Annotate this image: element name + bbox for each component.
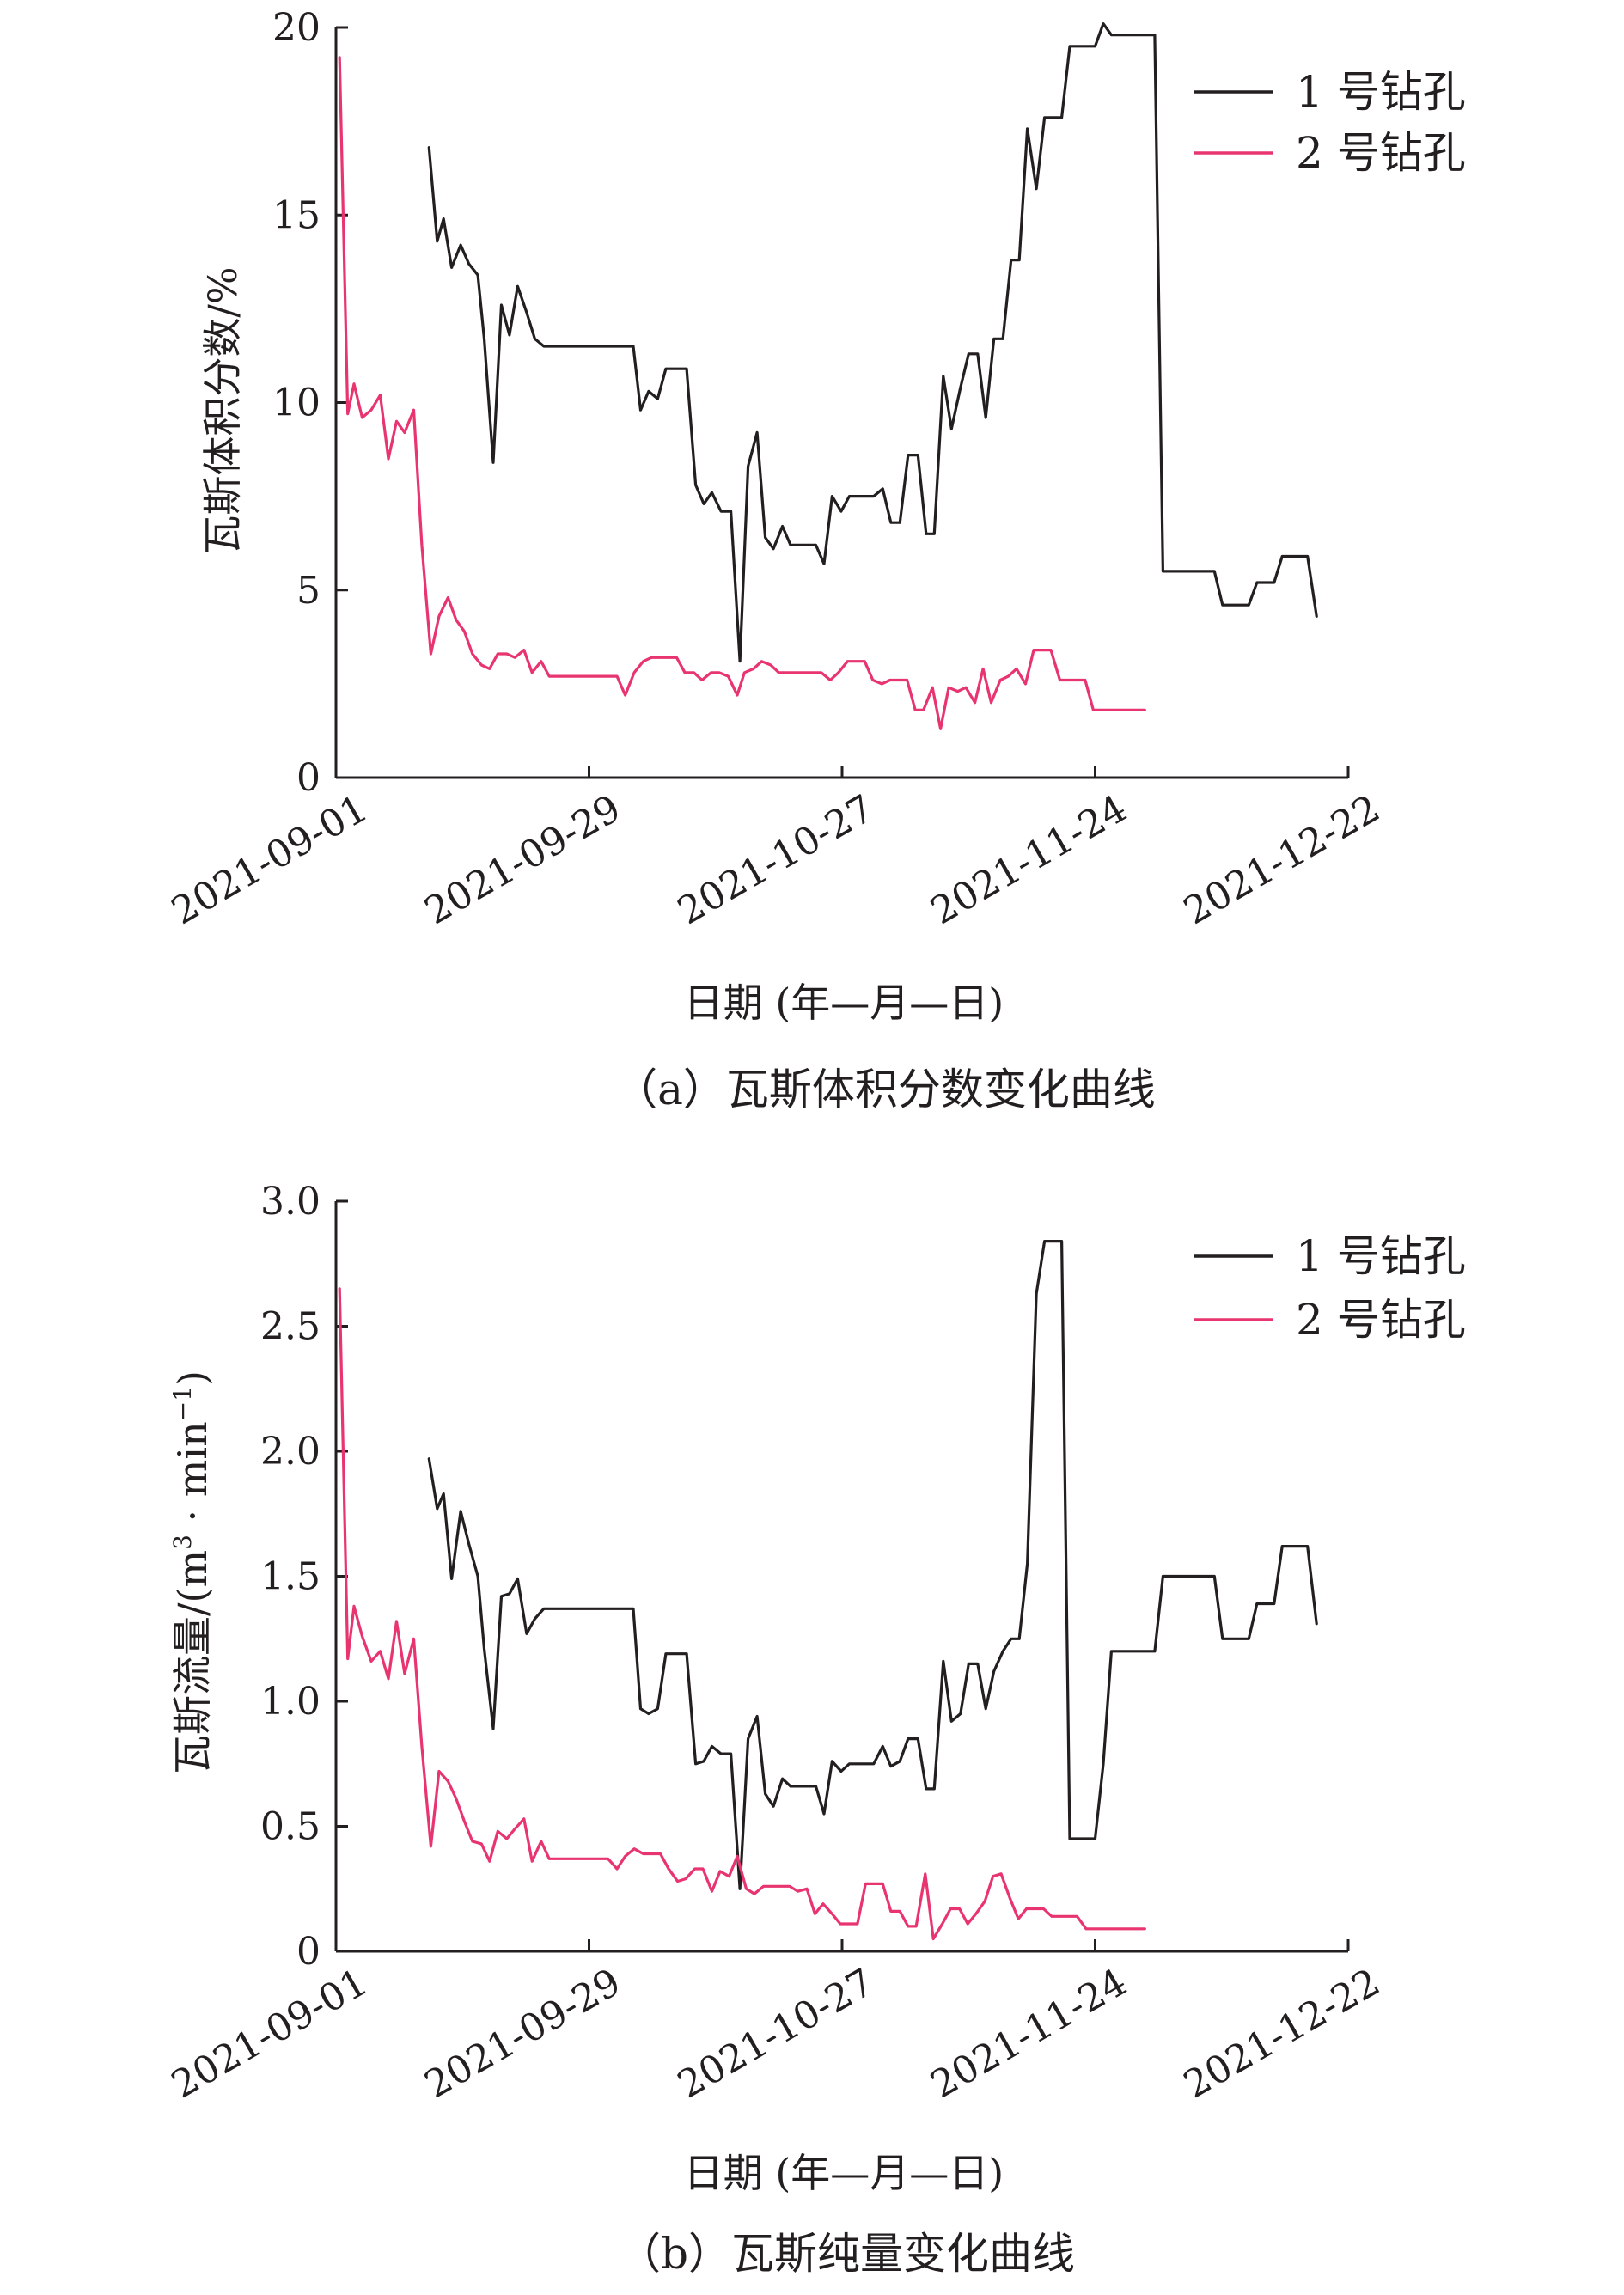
panel-caption: （b）瓦斯纯量变化曲线 — [618, 2229, 1075, 2279]
x-ticks: 2021-09-01 2021-09-29 2021-10-27 2021-11-24… — [164, 1939, 1388, 2107]
y-axis-title: 瓦斯流量/(m3 · min−1) — [168, 1370, 216, 1774]
legend-label-series-2: 2 号钻孔 — [1296, 128, 1466, 178]
x-tick-label: 2021-09-29 — [418, 1960, 628, 2107]
x-axis-title: 日期 (年—月—日) — [684, 2150, 1004, 2196]
y-ticks: 0 0.5 1.0 1.5 2.0 2.5 3.0 — [260, 1180, 348, 1974]
chart-panel-a: 0 5 10 15 20 2021-09-01 2021-09-29 2021-10-27 2… — [164, 6, 1466, 1114]
gas-flow-chart: 0 0.5 1.0 1.5 2.0 2.5 3.0 2021-09-01 2021-09-29… — [164, 1180, 1466, 2279]
y-tick-label: 0 — [296, 1930, 321, 1974]
chart-panel-b: 0 0.5 1.0 1.5 2.0 2.5 3.0 2021-09-01 2021-09-29… — [0, 1160, 1624, 2292]
y-tick-label: 3.0 — [260, 1180, 321, 1224]
series-line-2 — [338, 1287, 1146, 1941]
y-axis-title: 瓦斯体积分数/% — [199, 266, 246, 554]
y-tick-label: 5 — [296, 569, 321, 613]
x-tick-label: 2021-09-01 — [164, 786, 375, 933]
x-tick-label: 2021-10-27 — [670, 1960, 881, 2107]
x-tick-label: 2021-12-22 — [1176, 786, 1387, 933]
x-tick-label: 2021-12-22 — [1176, 1960, 1387, 2107]
panel-caption: （a）瓦斯体积分数变化曲线 — [614, 1065, 1156, 1114]
x-tick-label: 2021-09-01 — [164, 1960, 375, 2107]
y-tick-label: 10 — [272, 381, 321, 425]
y-tick-label: 1.0 — [260, 1680, 321, 1724]
y-tick-label: 15 — [272, 193, 321, 237]
x-tick-label: 2021-10-27 — [670, 786, 881, 933]
series-line-1 — [427, 1239, 1318, 1890]
y-tick-label: 20 — [272, 6, 321, 50]
legend-label-series-1: 1 号钻孔 — [1296, 67, 1466, 117]
y-tick-label: 2.5 — [260, 1305, 321, 1349]
y-tick-label: 2.0 — [260, 1430, 321, 1474]
x-tick-label: 2021-09-29 — [418, 786, 628, 933]
x-ticks: 2021-09-01 2021-09-29 2021-10-27 2021-11-24… — [164, 766, 1388, 933]
series-line-2 — [338, 56, 1146, 730]
x-axis-title: 日期 (年—月—日) — [684, 980, 1004, 1026]
series-layer — [338, 1239, 1318, 1941]
y-tick-label: 0 — [296, 756, 321, 800]
x-tick-label: 2021-11-24 — [924, 1960, 1134, 2107]
legend-label-series-2: 2 号钻孔 — [1296, 1295, 1466, 1345]
legend: 1 号钻孔 2 号钻孔 — [1194, 1231, 1466, 1345]
legend: 1 号钻孔 2 号钻孔 — [1194, 67, 1466, 178]
legend-label-series-1: 1 号钻孔 — [1296, 1231, 1466, 1281]
series-layer — [338, 22, 1318, 730]
y-ticks: 0 5 10 15 20 — [272, 6, 348, 800]
y-tick-label: 1.5 — [260, 1555, 321, 1599]
y-tick-label: 0.5 — [260, 1805, 321, 1849]
x-tick-label: 2021-11-24 — [924, 786, 1134, 933]
series-line-1 — [427, 22, 1318, 663]
